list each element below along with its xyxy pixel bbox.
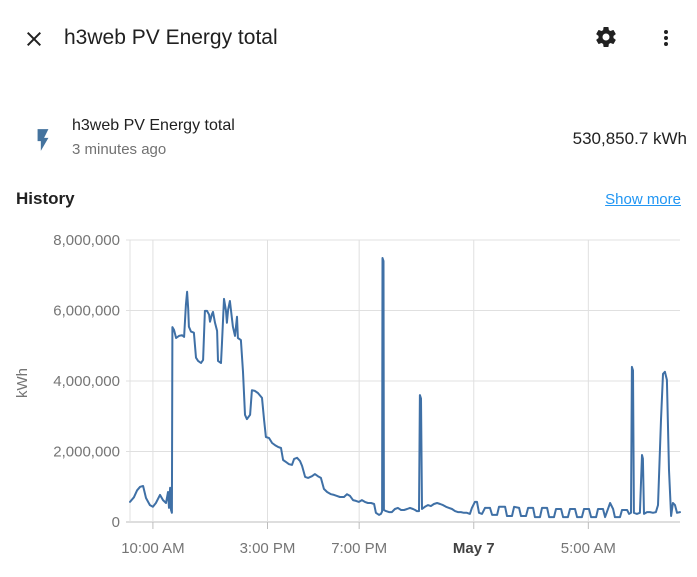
entity-state-value: 530,850.7 kWh — [572, 129, 687, 148]
dialog-title: h3web PV Energy total — [64, 26, 278, 49]
y-tick-label: 0 — [112, 514, 120, 531]
series-line — [129, 257, 681, 519]
y-axis-unit-label: kWh — [14, 368, 31, 398]
x-tick-label: 7:00 PM — [331, 540, 387, 557]
y-tick-label: 2,000,000 — [53, 444, 120, 461]
overflow-menu-button[interactable] — [650, 22, 682, 54]
x-tick-label: 5:00 AM — [561, 540, 616, 557]
entity-name: h3web PV Energy total — [72, 117, 235, 134]
x-tick-label: 3:00 PM — [240, 540, 296, 557]
close-icon — [27, 32, 41, 46]
entity-last-changed: 3 minutes ago — [72, 141, 167, 158]
three-dots-vertical-icon — [664, 30, 668, 46]
lightning-bolt-icon — [30, 127, 56, 153]
close-button[interactable] — [18, 23, 50, 55]
y-tick-label: 6,000,000 — [53, 303, 120, 320]
x-tick-label: 10:00 AM — [121, 540, 184, 557]
show-more-link[interactable]: Show more — [605, 191, 681, 208]
x-tick-label: May 7 — [453, 540, 495, 557]
y-tick-label: 4,000,000 — [53, 373, 120, 390]
settings-button[interactable] — [590, 21, 622, 53]
history-heading: History — [16, 189, 75, 208]
history-chart-svg: 0 2,000,000 4,000,000 6,000,000 8,000,000 10:… — [14, 232, 681, 557]
history-chart[interactable]: 0 2,000,000 4,000,000 6,000,000 8,000,000 10:… — [0, 225, 697, 577]
gear-icon — [596, 27, 616, 47]
y-tick-label: 8,000,000 — [53, 232, 120, 249]
